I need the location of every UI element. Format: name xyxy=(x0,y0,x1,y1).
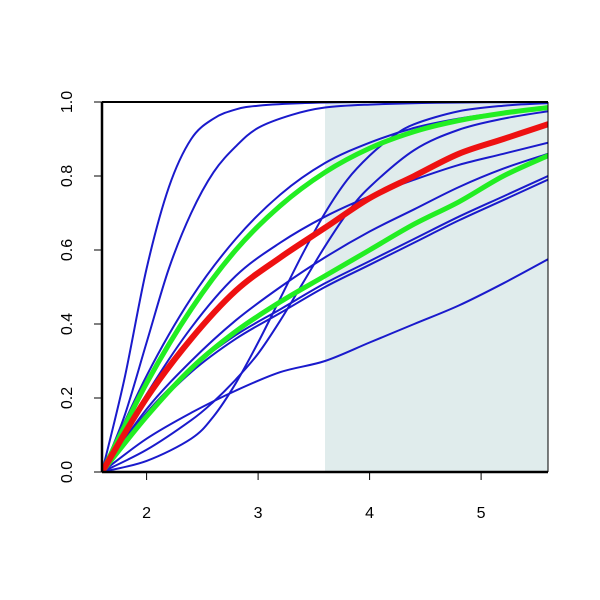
series-line-blue-3 xyxy=(102,141,548,472)
y-tick-label-5: 1.0 xyxy=(59,91,76,113)
series-line-blue-4 xyxy=(102,152,548,472)
y-tick-label-0: 0.0 xyxy=(59,461,76,483)
x-tick-label-3: 5 xyxy=(477,505,486,522)
series-line-green-10 xyxy=(102,105,548,472)
y-tick-label-4: 0.8 xyxy=(59,165,76,187)
x-tick-label-0: 2 xyxy=(142,505,151,522)
x-tick-label-2: 4 xyxy=(365,505,374,522)
series-line-blue-9 xyxy=(102,110,548,472)
shaded-region xyxy=(325,102,548,472)
series-line-blue-1 xyxy=(102,102,548,472)
series-line-blue-7 xyxy=(102,258,548,472)
y-tick-label-3: 0.6 xyxy=(59,239,76,261)
plot-area xyxy=(102,102,548,472)
axes: 2 3 4 5 0.0 0.2 0.4 0.6 0.8 1.0 xyxy=(59,91,549,522)
y-tick-label-1: 0.2 xyxy=(59,387,76,409)
series-line-red-12 xyxy=(102,121,548,472)
series-line-green-11 xyxy=(102,153,548,472)
y-tick-label-2: 0.4 xyxy=(59,313,76,335)
x-tick-label-1: 3 xyxy=(254,505,263,522)
